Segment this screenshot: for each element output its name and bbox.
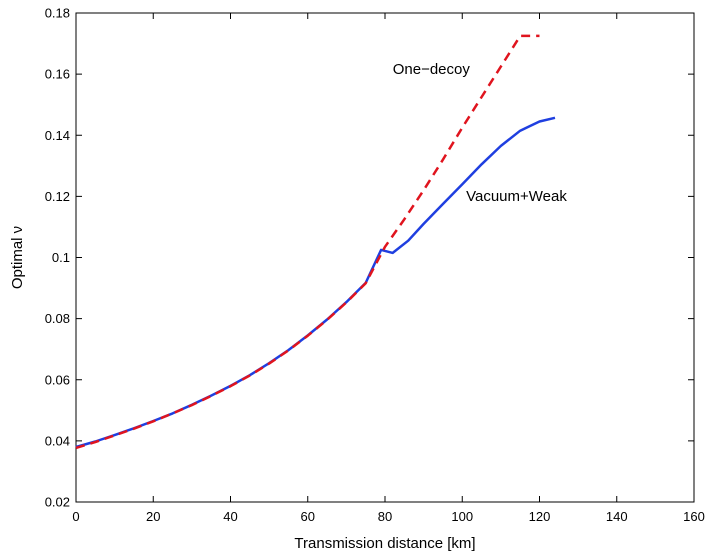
x-tick-label: 20 bbox=[146, 509, 160, 524]
y-tick-label: 0.18 bbox=[45, 6, 70, 21]
x-tick-label: 0 bbox=[72, 509, 79, 524]
x-tick-label: 100 bbox=[451, 509, 473, 524]
x-tick-label: 80 bbox=[378, 509, 392, 524]
x-tick-label: 160 bbox=[683, 509, 705, 524]
plot-frame bbox=[75, 12, 695, 503]
series-line-one-decoy bbox=[75, 34, 540, 450]
annotation-layer: One−decoy Vacuum+Weak bbox=[393, 61, 568, 205]
y-tick-label: 0.14 bbox=[45, 128, 70, 143]
y-tick-label: 0.08 bbox=[45, 311, 70, 326]
series-annotation: Vacuum+Weak bbox=[466, 188, 567, 205]
x-tick-label: 60 bbox=[301, 509, 315, 524]
x-axis-label: Transmission distance [km] bbox=[294, 535, 475, 552]
y-tick-label: 0.06 bbox=[45, 372, 70, 387]
x-tick-label: 140 bbox=[606, 509, 628, 524]
y-axis: 0.02 0.04 0.06 0.08 0.1 0.12 0.14 0.16 0.18 bbox=[45, 6, 694, 510]
series-line-vacuum-weak bbox=[75, 116, 556, 449]
y-tick-label: 0.04 bbox=[45, 433, 70, 448]
y-tick-label: 0.12 bbox=[45, 189, 70, 204]
x-axis: 0 20 40 60 80 100 120 140 160 bbox=[72, 13, 705, 524]
series-layer bbox=[75, 34, 556, 450]
y-tick-label: 0.1 bbox=[52, 250, 70, 265]
y-tick-label: 0.16 bbox=[45, 67, 70, 82]
x-tick-label: 120 bbox=[529, 509, 551, 524]
y-axis-label: Optimal ν bbox=[9, 226, 26, 289]
y-tick-label: 0.02 bbox=[45, 495, 70, 510]
x-tick-label: 40 bbox=[223, 509, 237, 524]
series-annotation: One−decoy bbox=[393, 61, 471, 78]
